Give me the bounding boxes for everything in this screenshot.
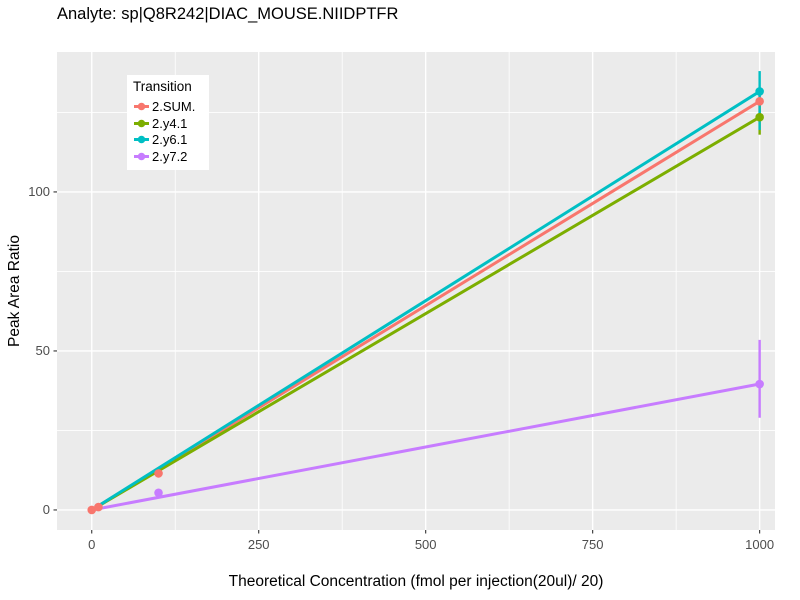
- legend-key-point: [137, 152, 146, 161]
- data-point: [87, 505, 97, 515]
- data-point: [755, 379, 764, 389]
- x-tick-label: 250: [247, 537, 270, 552]
- data-point: [755, 87, 764, 96]
- legend-key-icon: [134, 152, 149, 161]
- series-line: [90, 382, 762, 512]
- y-axis-title: Peak Area Ratio: [6, 235, 23, 348]
- legend-item: 2.y6.1: [133, 131, 209, 148]
- series-line: [90, 115, 762, 512]
- legend: Transition 2.SUM. 2.y4.1 2.y6.1 2.y7.2: [127, 75, 209, 170]
- x-axis-title: Theoretical Concentration (fmol per inje…: [228, 573, 604, 590]
- data-point: [154, 469, 163, 478]
- y-tick-label: 100: [28, 184, 50, 200]
- legend-item-label: 2.y4.1: [152, 115, 188, 131]
- chart-title: Analyte: sp|Q8R242|DIAC_MOUSE.NIIDPTFR: [57, 5, 399, 23]
- legend-item: 2.SUM.: [133, 98, 209, 115]
- legend-items: 2.SUM. 2.y4.1 2.y6.1 2.y7.2: [133, 98, 209, 165]
- legend-key-icon: [134, 102, 149, 111]
- series-line: [90, 89, 762, 512]
- x-tick-label: 500: [414, 537, 437, 552]
- legend-title: Transition: [133, 79, 192, 94]
- legend-item-label: 2.y6.1: [152, 132, 188, 148]
- data-point: [755, 96, 764, 106]
- legend-key-point: [137, 102, 146, 111]
- legend-key-point: [137, 135, 146, 144]
- y-tick-label: 50: [35, 343, 50, 359]
- x-tick-label: 1000: [745, 537, 775, 552]
- y-tick-label: 0: [42, 502, 50, 518]
- legend-key-icon: [134, 135, 149, 144]
- data-point: [154, 488, 163, 498]
- legend-item-label: 2.y7.2: [152, 148, 188, 164]
- legend-key-point: [137, 119, 146, 127]
- x-tick-label: 750: [581, 537, 604, 552]
- legend-item: 2.y4.1: [133, 115, 209, 132]
- data-point: [755, 112, 764, 122]
- x-tick-label: 0: [88, 537, 96, 552]
- legend-item: 2.y7.2: [133, 148, 209, 165]
- legend-item-label: 2.SUM.: [152, 98, 196, 114]
- data-point: [94, 502, 103, 512]
- legend-key-icon: [134, 119, 149, 127]
